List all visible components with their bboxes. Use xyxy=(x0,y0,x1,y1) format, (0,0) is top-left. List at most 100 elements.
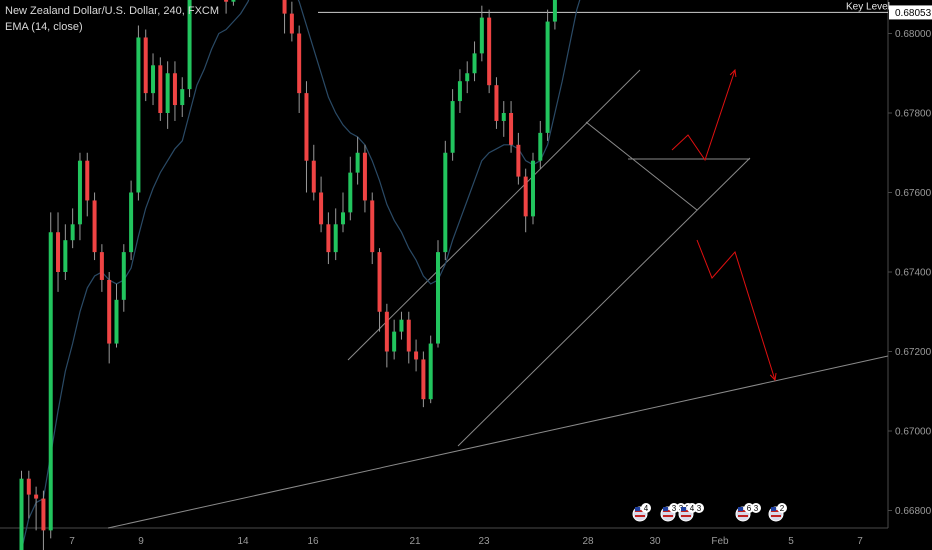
candle xyxy=(63,224,68,280)
candle-body xyxy=(370,200,375,253)
candle xyxy=(107,272,112,364)
candle-body xyxy=(333,224,338,253)
candles-layer xyxy=(19,0,557,550)
candle-body xyxy=(428,343,433,400)
candle xyxy=(384,303,389,368)
candle xyxy=(443,140,448,261)
event-count: 3 xyxy=(697,504,702,513)
candle-body xyxy=(509,113,514,145)
candle xyxy=(289,1,294,42)
event-count: 3 xyxy=(672,504,677,513)
candle-body xyxy=(48,232,53,531)
candle-body xyxy=(311,160,316,193)
us-flag-canton xyxy=(738,507,743,511)
candle-body xyxy=(143,37,148,94)
candle-body xyxy=(435,252,440,344)
us-flag-canton xyxy=(771,507,776,511)
us-flag-canton xyxy=(635,507,640,511)
event-count: 3 xyxy=(754,504,759,513)
candle-body xyxy=(231,0,236,2)
candle-body xyxy=(56,232,61,272)
candle xyxy=(34,486,39,531)
candle xyxy=(311,144,316,201)
candle xyxy=(172,61,177,121)
candle-body xyxy=(341,212,346,225)
candle xyxy=(435,240,440,348)
indicator-legend[interactable]: EMA (14, close) xyxy=(5,21,83,33)
candle-body xyxy=(282,0,287,14)
candle xyxy=(180,77,185,117)
candle xyxy=(370,192,375,265)
us-flag-stripe xyxy=(681,515,691,517)
candle xyxy=(99,244,104,292)
candle xyxy=(121,244,126,312)
time-tick-label: 23 xyxy=(478,536,490,547)
time-tick-label: 16 xyxy=(307,536,319,547)
candle xyxy=(187,0,192,98)
candle xyxy=(472,41,477,82)
symbol-timeframe: 240 xyxy=(163,5,182,17)
candle xyxy=(362,144,367,213)
candle-body xyxy=(355,152,360,173)
candle-body xyxy=(516,144,521,177)
price-axis[interactable]: 0.692000.690000.688000.686000.684000.682… xyxy=(888,0,932,517)
channel-lower-line xyxy=(457,157,751,447)
event-count-bubble xyxy=(694,503,704,513)
candle xyxy=(516,132,521,185)
candle-body xyxy=(552,0,557,22)
candle-body xyxy=(92,200,97,253)
candle-body xyxy=(180,89,185,106)
candle-body xyxy=(479,17,484,54)
candle xyxy=(304,81,309,193)
candle xyxy=(158,57,163,121)
candle-body xyxy=(77,160,82,225)
candle-body xyxy=(414,351,419,360)
candle xyxy=(414,339,419,372)
symbol-title[interactable]: New Zealand Dollar/U.S. Dollar, 240, FXC… xyxy=(5,5,220,17)
candle xyxy=(538,120,543,169)
candle-body xyxy=(406,319,411,352)
candle xyxy=(19,470,24,550)
candle-body xyxy=(319,192,324,225)
candle-body xyxy=(34,494,39,499)
candle xyxy=(224,0,229,14)
time-axis[interactable]: 7 9 14 16 21 23 28 30 Feb 5 7 xyxy=(69,536,863,547)
time-tick-label: 14 xyxy=(237,536,249,547)
candle xyxy=(509,101,514,153)
price-tick-label: 0.67400 xyxy=(895,268,932,279)
projection-arrows-layer xyxy=(671,68,777,382)
candle-body xyxy=(187,0,192,90)
candle-body xyxy=(172,73,177,106)
channel-upper-line xyxy=(347,69,641,361)
candle xyxy=(421,351,426,408)
candle xyxy=(231,0,236,6)
candle xyxy=(129,180,134,261)
event-count-bubble xyxy=(641,503,651,513)
candle-body xyxy=(457,81,462,102)
event-count-bubble xyxy=(751,503,761,513)
us-flag-stripe xyxy=(663,515,673,517)
price-tick-label: 0.68000 xyxy=(895,29,932,40)
candle-body xyxy=(348,172,353,213)
candle-body xyxy=(399,319,404,332)
price-tick-label: 0.67800 xyxy=(895,109,932,120)
candle-body xyxy=(107,279,112,344)
price-label-box xyxy=(889,5,932,20)
event-count: 4 xyxy=(644,504,649,513)
candle-body xyxy=(158,65,163,113)
candle xyxy=(85,152,90,217)
candle-body xyxy=(545,21,550,133)
candle xyxy=(450,89,455,161)
candle xyxy=(319,176,324,233)
candle-body xyxy=(121,252,126,300)
candle xyxy=(530,152,535,225)
candle-body xyxy=(224,0,229,2)
candle-body xyxy=(63,240,68,272)
candle xyxy=(392,319,397,360)
candle-body xyxy=(421,359,426,400)
event-count-bubble xyxy=(669,503,679,513)
